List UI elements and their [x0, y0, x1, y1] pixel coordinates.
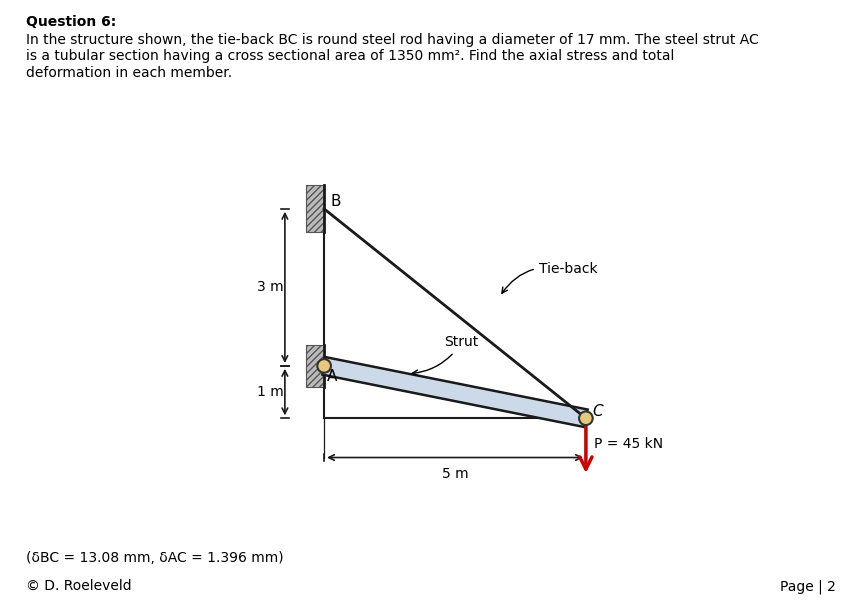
Circle shape: [317, 359, 331, 373]
Text: B: B: [330, 194, 341, 209]
Text: Strut: Strut: [412, 335, 478, 376]
Text: Question 6:: Question 6:: [26, 15, 116, 29]
Text: 5 m: 5 m: [441, 467, 468, 481]
Text: A: A: [326, 368, 337, 383]
Text: Page | 2: Page | 2: [779, 579, 835, 594]
Polygon shape: [306, 345, 324, 387]
Circle shape: [579, 411, 592, 425]
Text: © D. Roeleveld: © D. Roeleveld: [26, 579, 132, 593]
Text: In the structure shown, the tie-back BC is round steel rod having a diameter of : In the structure shown, the tie-back BC …: [26, 33, 758, 79]
Text: 3 m: 3 m: [257, 281, 283, 294]
Text: P = 45 kN: P = 45 kN: [593, 438, 662, 452]
Text: C: C: [592, 404, 602, 419]
Polygon shape: [306, 185, 324, 232]
Text: (δBC = 13.08 mm, δAC = 1.396 mm): (δBC = 13.08 mm, δAC = 1.396 mm): [26, 551, 283, 565]
Text: Tie-back: Tie-back: [501, 262, 597, 293]
Polygon shape: [322, 357, 587, 427]
Text: 1 m: 1 m: [257, 385, 283, 399]
